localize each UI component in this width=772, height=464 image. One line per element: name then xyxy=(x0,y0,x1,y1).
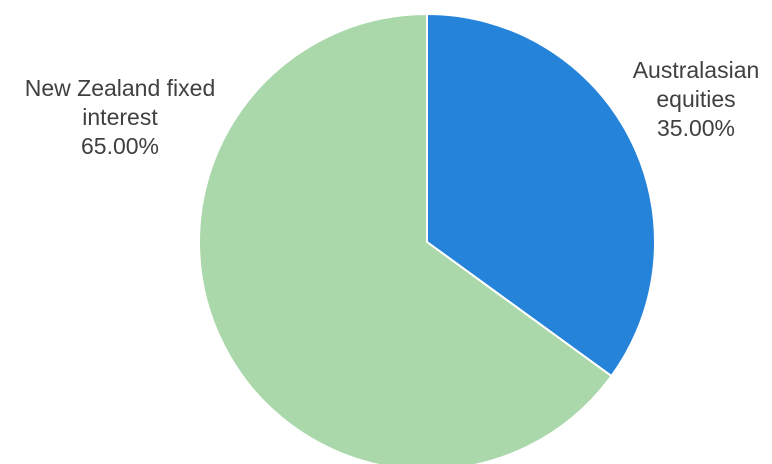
pie-slice-1 xyxy=(426,13,656,378)
pie-slice-1-label: Australasian equities 35.00% xyxy=(633,57,760,141)
slice-value-label: 65.00% xyxy=(81,133,159,159)
slice-category-label-line: interest xyxy=(82,104,158,130)
pie-slice-2-label: New Zealand fixed interest 65.00% xyxy=(25,75,216,159)
slice-category-label-line: New Zealand fixed xyxy=(25,75,216,101)
slice-value-label: 35.00% xyxy=(657,115,735,141)
slice-category-label-line: Australasian xyxy=(633,57,760,83)
slice-category-label-line: equities xyxy=(656,86,735,112)
pie-slice-2 xyxy=(198,13,613,464)
